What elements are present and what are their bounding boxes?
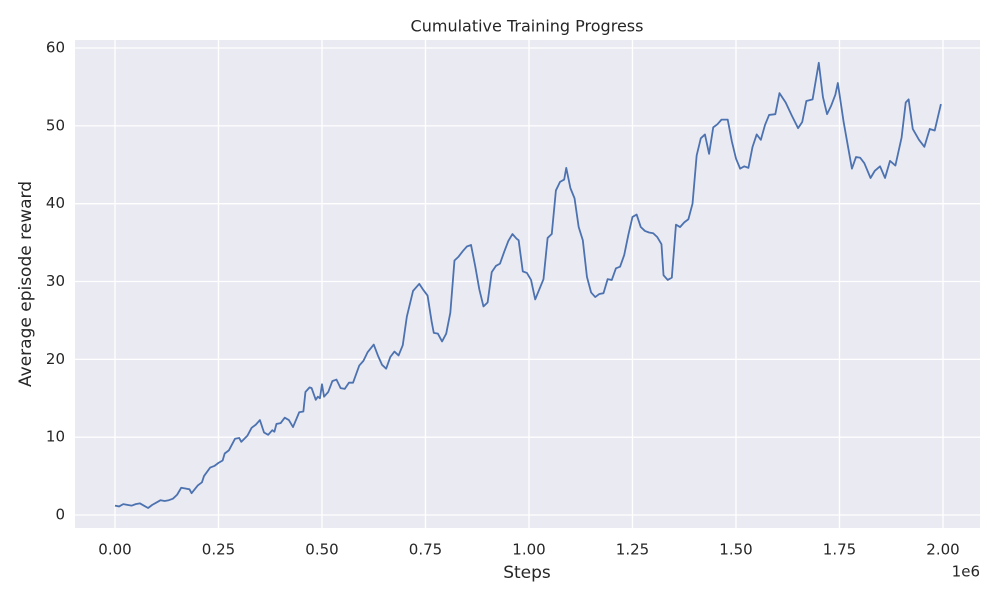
y-tick-label: 40 bbox=[46, 194, 65, 212]
y-tick-label: 30 bbox=[46, 272, 65, 290]
x-tick-label: 0.75 bbox=[409, 541, 442, 559]
x-axis-label: Steps bbox=[503, 563, 551, 583]
y-tick-label: 50 bbox=[46, 116, 65, 134]
x-tick-label: 0.25 bbox=[202, 541, 235, 559]
x-tick-label: 1.25 bbox=[616, 541, 649, 559]
plot-area bbox=[75, 40, 980, 528]
x-tick-label: 2.00 bbox=[926, 541, 959, 559]
chart-title: Cumulative Training Progress bbox=[411, 17, 644, 36]
y-tick-label: 60 bbox=[46, 39, 65, 57]
y-axis-label: Average episode reward bbox=[16, 181, 36, 387]
y-tick-label: 10 bbox=[46, 428, 65, 446]
x-offset-label: 1e6 bbox=[952, 563, 980, 581]
y-tick-label: 0 bbox=[55, 506, 65, 524]
data-line bbox=[114, 61, 942, 509]
x-tick-label: 1.75 bbox=[823, 541, 856, 559]
x-tick-label: 1.00 bbox=[512, 541, 545, 559]
x-tick-label: 1.50 bbox=[719, 541, 752, 559]
x-tick-label: 0.00 bbox=[98, 541, 131, 559]
y-tick-label: 20 bbox=[46, 350, 65, 368]
x-tick-label: 0.50 bbox=[305, 541, 338, 559]
